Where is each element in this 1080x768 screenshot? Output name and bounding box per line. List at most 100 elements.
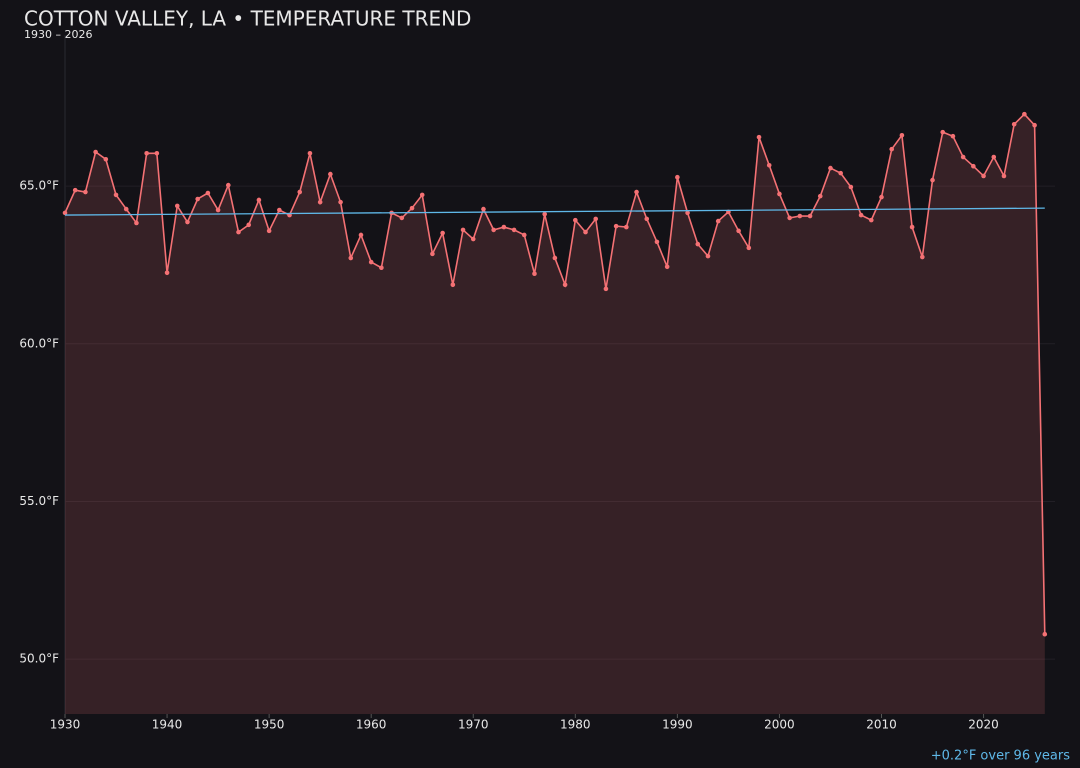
- x-tick-label: 1980: [560, 718, 591, 732]
- point: [103, 156, 109, 162]
- x-tick-label: 1990: [662, 718, 693, 732]
- point: [736, 228, 741, 234]
- point: [440, 230, 445, 236]
- point: [62, 210, 68, 216]
- point: [266, 228, 272, 234]
- point: [573, 217, 578, 223]
- point: [164, 270, 170, 276]
- area: [65, 114, 1045, 714]
- point: [909, 224, 915, 230]
- point: [379, 265, 384, 271]
- point: [593, 216, 599, 222]
- point: [460, 227, 466, 233]
- point: [246, 222, 252, 228]
- x-tick-label: 1950: [254, 718, 285, 732]
- point: [664, 264, 670, 270]
- point: [511, 227, 517, 233]
- point: [481, 206, 486, 212]
- point: [307, 150, 313, 156]
- point: [766, 162, 772, 168]
- point: [552, 255, 558, 261]
- point: [1001, 173, 1007, 179]
- point: [205, 190, 211, 196]
- point: [695, 241, 701, 247]
- point: [542, 211, 547, 217]
- x-tick-label: 1970: [458, 718, 489, 732]
- point: [450, 282, 456, 288]
- point: [521, 232, 527, 238]
- y-tick-label: 55.0°F: [19, 494, 59, 508]
- point: [991, 154, 997, 160]
- point: [1022, 111, 1027, 117]
- point: [746, 245, 752, 251]
- point: [838, 170, 843, 176]
- point: [409, 205, 415, 211]
- x-tick-label: 1960: [356, 718, 387, 732]
- point: [950, 133, 956, 139]
- point: [930, 177, 935, 183]
- x-tick-label: 1940: [152, 718, 183, 732]
- point: [634, 189, 639, 195]
- point: [348, 255, 354, 261]
- point: [828, 165, 833, 171]
- point: [603, 286, 609, 292]
- chart-subtitle: 1930 – 2026: [24, 28, 92, 41]
- x-tick-label: 2000: [764, 718, 795, 732]
- point: [787, 215, 792, 221]
- point: [624, 224, 629, 230]
- point: [501, 224, 507, 230]
- point: [399, 215, 405, 221]
- point: [562, 282, 568, 288]
- point: [940, 129, 946, 135]
- point: [225, 182, 231, 188]
- point: [134, 220, 139, 226]
- point: [889, 146, 895, 152]
- point: [195, 196, 200, 202]
- trend-annotation: +0.2°F over 96 years: [931, 749, 1070, 764]
- point: [83, 189, 88, 195]
- point: [971, 163, 976, 169]
- point: [532, 271, 537, 277]
- point: [419, 192, 425, 198]
- point: [644, 216, 650, 222]
- point: [817, 193, 823, 199]
- point: [848, 184, 854, 190]
- point: [920, 254, 925, 260]
- point: [1042, 631, 1048, 637]
- point: [613, 223, 619, 229]
- point: [756, 134, 762, 140]
- point: [583, 229, 588, 235]
- point: [358, 232, 364, 238]
- point: [491, 227, 496, 233]
- x-tick-label: 1930: [50, 718, 81, 732]
- point: [328, 171, 333, 177]
- point: [715, 218, 721, 224]
- point: [654, 239, 660, 245]
- point: [256, 197, 262, 203]
- y-tick-label: 50.0°F: [19, 652, 59, 666]
- point: [981, 173, 986, 179]
- chart-title: COTTON VALLEY, LA • TEMPERATURE TREND: [24, 7, 471, 31]
- point: [777, 191, 782, 197]
- point: [144, 150, 149, 156]
- point: [277, 207, 282, 213]
- point: [297, 189, 303, 195]
- point: [879, 194, 884, 200]
- point: [236, 229, 241, 235]
- y-tick-label: 65.0°F: [19, 179, 59, 193]
- point: [338, 199, 343, 205]
- point: [960, 154, 966, 160]
- point: [154, 150, 160, 156]
- point: [174, 203, 180, 209]
- point: [93, 149, 98, 155]
- point: [675, 174, 680, 180]
- trend-line: [64, 207, 1045, 216]
- point: [317, 199, 323, 205]
- point: [1011, 121, 1017, 127]
- point: [113, 192, 119, 198]
- point: [858, 212, 864, 218]
- point: [215, 207, 221, 213]
- y-tick-label: 60.0°F: [19, 336, 59, 350]
- point: [185, 219, 190, 225]
